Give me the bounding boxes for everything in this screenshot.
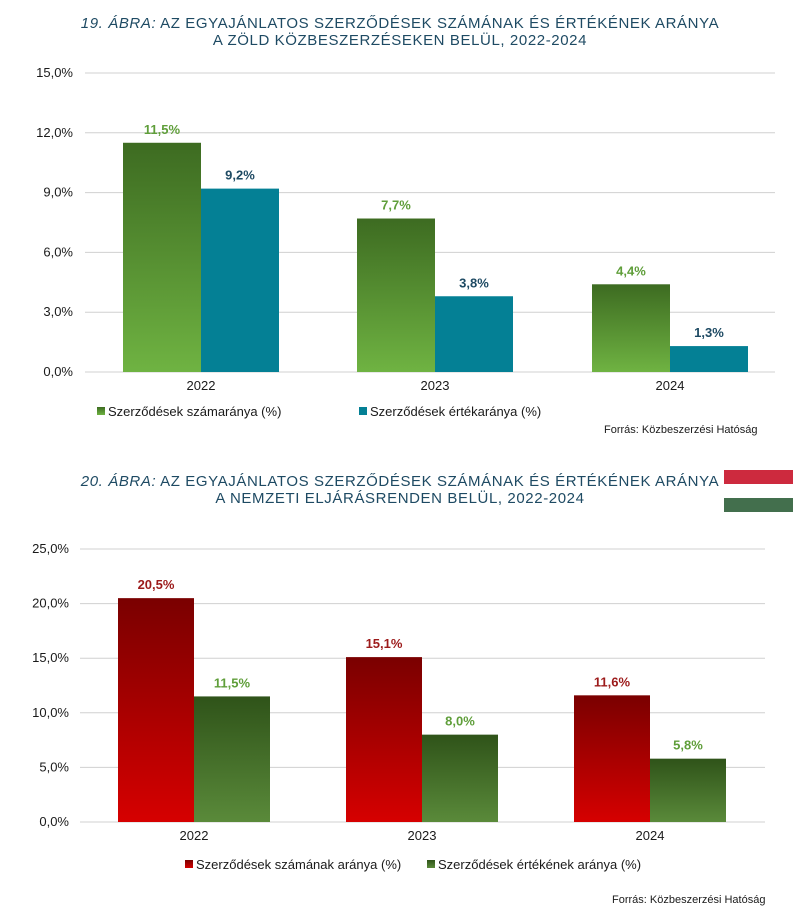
chart2-title-line2: A NEMZETI ELJÁRÁSRENDEN BELÜL, 2022-2024 <box>215 490 585 507</box>
flag-green-stripe <box>724 498 793 512</box>
legend-swatch <box>97 407 105 415</box>
chart1-title-number: 19. ÁBRA: <box>80 15 157 32</box>
data-label: 8,0% <box>445 714 475 729</box>
chart2-title-number: 20. ÁBRA: <box>80 473 157 490</box>
x-tick-label: 2023 <box>421 378 450 393</box>
data-label: 11,6% <box>594 674 631 689</box>
x-tick-label: 2023 <box>408 828 437 843</box>
y-tick-label: 3,0% <box>43 304 73 319</box>
y-tick-label: 6,0% <box>43 244 73 259</box>
y-tick-label: 5,0% <box>39 759 69 774</box>
chart2-title-line1: AZ EGYAJÁNLATOS SZERZŐDÉSEK SZÁMÁNAK ÉS … <box>156 473 720 490</box>
x-tick-label: 2022 <box>180 828 209 843</box>
chart1-source: Forrás: Közbeszerzési Hatóság <box>604 424 758 436</box>
data-label: 7,7% <box>381 198 411 213</box>
legend-swatch <box>185 860 193 868</box>
legend-label: Szerződések számának aránya (%) <box>196 857 401 872</box>
chart1-title-line2: A ZÖLD KÖZBESZERZÉSEKEN BELÜL, 2022-2024 <box>212 32 588 49</box>
data-label: 11,5% <box>214 675 251 690</box>
chart1-title-line1: AZ EGYAJÁNLATOS SZERZŐDÉSEK SZÁMÁNAK ÉS … <box>156 15 720 32</box>
bar-1-2022 <box>118 598 194 822</box>
data-label: 3,8% <box>459 275 489 290</box>
bar-2-2024 <box>650 758 726 822</box>
chart1-title: 19. ÁBRA: AZ EGYAJÁNLATOS SZERZŐDÉSEK SZ… <box>0 15 800 49</box>
chart2-svg: 0,0% 5,0% 10,0% 15,0% 20,0% 25,0% 20,5% 11,5% 20… <box>32 541 765 872</box>
data-label: 5,8% <box>673 738 703 753</box>
data-label: 4,4% <box>616 263 646 278</box>
y-tick-label: 15,0% <box>32 650 69 665</box>
data-label: 11,5% <box>144 122 181 137</box>
x-tick-label: 2022 <box>187 378 216 393</box>
bar-1-2023 <box>346 657 422 822</box>
y-tick-label: 10,0% <box>32 705 69 720</box>
y-tick-label: 12,0% <box>36 125 73 140</box>
data-label: 9,2% <box>225 168 255 183</box>
y-tick-label: 20,0% <box>32 596 69 611</box>
chart1-svg: 0,0% 3,0% 6,0% 9,0% 12,0% 15,0% 11,5% 9,2% 2022 7… <box>36 65 775 419</box>
legend-label: Szerződések értékének aránya (%) <box>438 857 641 872</box>
chart2-source: Forrás: Közbeszerzési Hatóság <box>612 894 766 906</box>
bar-2-2022 <box>201 188 279 372</box>
flag-white-stripe <box>724 484 793 498</box>
bar-1-2022 <box>123 142 201 372</box>
bar-1-2023 <box>357 218 435 372</box>
bar-1-2024 <box>592 284 670 372</box>
flag-red-stripe <box>724 470 793 484</box>
data-label: 15,1% <box>366 636 403 651</box>
y-tick-label: 15,0% <box>36 65 73 80</box>
x-tick-label: 2024 <box>636 828 665 843</box>
x-tick-label: 2024 <box>656 378 685 393</box>
data-label: 20,5% <box>138 577 175 592</box>
y-tick-label: 9,0% <box>43 185 73 200</box>
bar-2-2022 <box>194 696 270 822</box>
bar-2-2023 <box>435 296 513 372</box>
legend-swatch <box>359 407 367 415</box>
bar-2-2024 <box>670 346 748 372</box>
y-tick-label: 0,0% <box>39 814 69 829</box>
legend-swatch <box>427 860 435 868</box>
bar-1-2024 <box>574 695 650 822</box>
bar-2-2023 <box>422 734 498 822</box>
hungarian-flag-icon <box>724 470 793 512</box>
legend-label: Szerződések számaránya (%) <box>108 404 281 419</box>
legend-label: Szerződések értékaránya (%) <box>370 404 541 419</box>
y-tick-label: 0,0% <box>43 364 73 379</box>
data-label: 1,3% <box>694 325 724 340</box>
y-tick-label: 25,0% <box>32 541 69 556</box>
chart2-title: 20. ÁBRA: AZ EGYAJÁNLATOS SZERZŐDÉSEK SZ… <box>0 473 800 507</box>
